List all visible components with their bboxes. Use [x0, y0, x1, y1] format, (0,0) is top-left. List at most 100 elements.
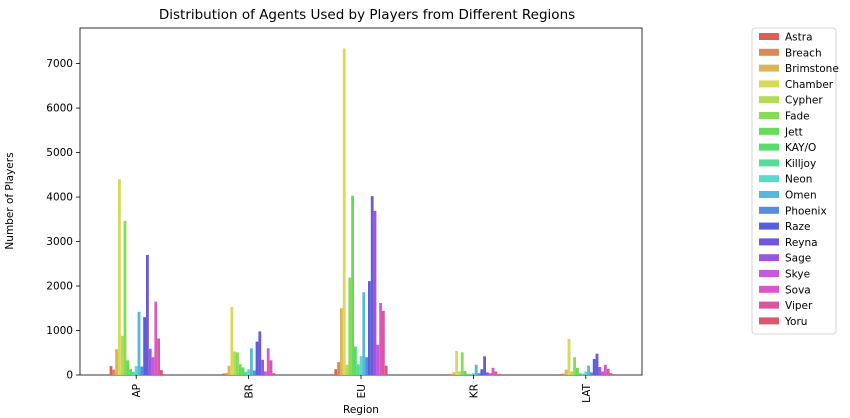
bar-skye-eu	[376, 344, 380, 375]
bar-skye-kr	[488, 373, 492, 375]
bar-astra-eu	[334, 369, 338, 375]
legend-label: Jett	[784, 126, 803, 138]
bar-sova-kr	[491, 367, 495, 375]
bar-skye-br	[264, 371, 267, 375]
bar-cypher-br	[233, 351, 236, 375]
bar-cypher-kr	[458, 371, 461, 375]
bar-sage-ap	[148, 348, 152, 375]
legend-label: Reyna	[785, 237, 818, 249]
bar-raze-kr	[480, 369, 484, 375]
bars-group	[109, 48, 613, 376]
bar-killjoy-br	[244, 371, 248, 375]
y-tick-label: 6000	[46, 103, 73, 115]
bar-astra-br	[222, 373, 225, 375]
y-tick-label: 2000	[46, 281, 73, 293]
bar-reyna-kr	[483, 356, 486, 375]
x-tick-label: KR	[468, 384, 480, 398]
plot-area	[79, 27, 643, 376]
legend-label: Sova	[785, 284, 811, 296]
bar-phoenix-kr	[477, 373, 481, 375]
legend-swatch	[759, 48, 779, 56]
bar-sage-br	[261, 359, 264, 375]
bar-fade-br	[236, 352, 239, 375]
bar-fade-ap	[123, 221, 127, 375]
x-tick-label: EU	[356, 384, 368, 398]
bar-chamber-eu	[342, 48, 346, 376]
legend-swatch	[759, 206, 779, 214]
legend-label: Yoru	[784, 316, 807, 328]
legend-swatch	[759, 191, 779, 198]
legend-label: Sage	[785, 253, 811, 265]
legend-swatch	[759, 96, 779, 104]
bar-sova-br	[266, 348, 270, 375]
bar-kay-o-ap	[129, 369, 132, 375]
legend-swatch	[759, 254, 779, 262]
bar-jett-br	[238, 364, 242, 375]
bar-sova-eu	[379, 302, 382, 375]
legend-label: Raze	[785, 221, 810, 233]
bar-killjoy-ap	[132, 371, 135, 375]
bar-sova-lat	[604, 364, 607, 375]
legend-swatch	[759, 143, 779, 151]
x-axis-label: Region	[343, 404, 379, 416]
bar-breach-br	[224, 373, 228, 375]
bar-breach-ap	[112, 369, 116, 375]
bar-kay-o-lat	[578, 373, 582, 375]
bar-neon-ap	[134, 366, 138, 375]
bar-brimstone-kr	[452, 372, 456, 375]
bar-brimstone-br	[227, 365, 231, 375]
bar-phoenix-eu	[365, 357, 368, 375]
bar-killjoy-kr	[469, 374, 472, 375]
legend-label: Phoenix	[785, 205, 827, 217]
y-tick-label: 4000	[46, 192, 73, 204]
bar-reyna-eu	[370, 196, 374, 375]
bar-omen-br	[250, 348, 253, 375]
legend-swatch	[759, 33, 779, 40]
x-tick-label: AP	[131, 384, 143, 398]
bar-neon-kr	[472, 373, 475, 375]
bar-fade-lat	[573, 357, 576, 375]
bar-skye-ap	[151, 357, 155, 375]
bar-skye-lat	[601, 371, 604, 375]
bar-sage-kr	[486, 372, 489, 375]
y-tick-label: 0	[66, 370, 73, 382]
legend-label: Skye	[785, 269, 810, 281]
bar-omen-eu	[362, 292, 366, 375]
bar-omen-kr	[474, 364, 478, 375]
bar-killjoy-lat	[581, 373, 585, 375]
legend-label: Chamber	[785, 79, 834, 91]
legend-swatch	[759, 238, 779, 246]
bar-kay-o-kr	[466, 373, 470, 375]
y-tick-label: 7000	[46, 58, 73, 70]
bar-raze-lat	[592, 358, 596, 375]
legend-label: Breach	[785, 47, 822, 59]
bar-viper-ap	[157, 338, 160, 375]
legend-swatch	[759, 222, 779, 230]
chart-title: Distribution of Agents Used by Players f…	[159, 7, 575, 23]
legend-label: Brimstone	[785, 63, 839, 75]
bar-yoru-ap	[160, 370, 163, 375]
bar-fade-eu	[348, 277, 352, 375]
legend-label: Neon	[785, 174, 812, 186]
bar-phoenix-ap	[140, 366, 144, 375]
bar-yoru-lat	[609, 373, 613, 375]
bar-phoenix-lat	[590, 372, 593, 375]
y-tick-label: 5000	[46, 147, 73, 159]
bar-reyna-lat	[595, 353, 599, 375]
legend-label: Fade	[785, 111, 810, 123]
legend-label: KAY/O	[785, 142, 816, 154]
legend-swatch	[759, 159, 779, 167]
bar-yoru-eu	[384, 365, 388, 375]
bar-yoru-kr	[497, 374, 500, 375]
bar-brimstone-eu	[340, 308, 343, 375]
bar-cypher-lat	[570, 371, 574, 375]
bar-chamber-kr	[455, 350, 458, 375]
legend-swatch	[759, 127, 779, 135]
bar-neon-eu	[359, 356, 363, 375]
y-axis-label: Number of Players	[4, 152, 16, 249]
bar-sage-eu	[373, 210, 377, 375]
bar-raze-eu	[368, 281, 371, 375]
legend-swatch	[759, 112, 779, 119]
y-axis: 0 1000 2000 3000 4000 5000 6000 7000	[46, 58, 80, 382]
